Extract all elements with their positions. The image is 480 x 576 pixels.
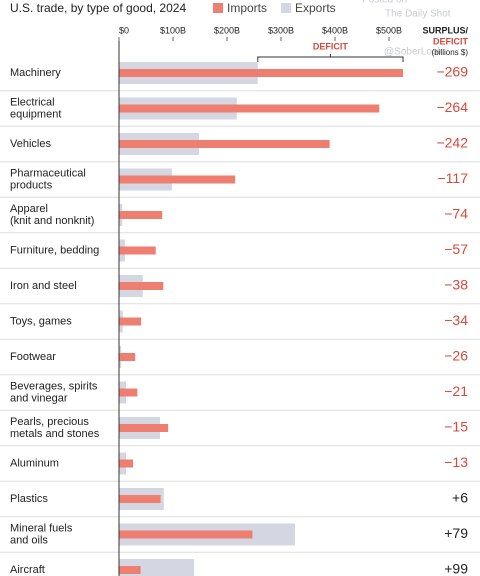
x-tick-label: $300B: [268, 25, 294, 35]
category-line: Mineral fuels: [10, 522, 73, 534]
category-label: Beverages, spirits and vinegar: [10, 380, 98, 404]
import-bar: [119, 282, 164, 290]
import-bar: [119, 104, 380, 113]
chart-title: U.S. trade, by type of good, 2024: [10, 1, 186, 15]
category-line: Plastics: [10, 493, 48, 505]
category-label: Aircraft: [10, 564, 45, 576]
balance-label: −74: [444, 206, 468, 222]
category-label: Plastics: [10, 493, 48, 505]
category-line: Pharmaceutical: [10, 167, 86, 179]
import-bar: [119, 140, 330, 148]
category-line: Furniture, bedding: [10, 244, 99, 256]
import-bar: [119, 530, 253, 539]
category-line: and vinegar: [10, 392, 68, 404]
import-bar: [119, 459, 134, 468]
category-label: Electrical equipment: [10, 96, 61, 120]
balance-label: −15: [444, 419, 468, 435]
category-line: Iron and steel: [10, 280, 77, 292]
category-label: Iron and steel: [10, 280, 77, 292]
balance-label: +99: [444, 561, 468, 576]
balance-label: −38: [444, 277, 468, 293]
category-line: (knit and nonknit): [10, 215, 94, 227]
watermark: @SoberLook: [384, 47, 444, 58]
category-label: Aluminum: [10, 457, 59, 469]
category-line: Aircraft: [10, 564, 45, 576]
category-label: Pearls, precious metals and stones: [10, 416, 100, 440]
category-line: Vehicles: [10, 138, 51, 150]
category-label: Toys, games: [10, 315, 72, 327]
legend-label: Imports: [227, 1, 267, 15]
category-label: Vehicles: [10, 138, 51, 150]
category-line: Pearls, precious: [10, 416, 89, 428]
balance-label: −117: [438, 170, 469, 186]
deficit-bracket: [257, 54, 404, 62]
category-line: Apparel: [10, 203, 48, 215]
value-header: DEFICIT: [433, 36, 469, 46]
value-header: SURPLUS/: [422, 25, 468, 35]
balance-label: −264: [436, 99, 468, 115]
category-label: Mineral fuels and oils: [10, 522, 73, 546]
category-line: and oils: [10, 534, 48, 546]
import-bar: [119, 388, 138, 397]
category-label: Furniture, bedding: [10, 244, 99, 256]
import-bar: [119, 566, 141, 574]
category-line: Footwear: [10, 351, 56, 363]
category-line: Toys, games: [10, 315, 72, 327]
category-line: Machinery: [10, 67, 61, 79]
legend-swatch: [213, 3, 223, 13]
balance-label: −242: [436, 135, 468, 151]
legend-label: Exports: [295, 1, 336, 15]
balance-label: −13: [444, 454, 468, 470]
category-line: Electrical: [10, 96, 55, 108]
import-bar: [119, 424, 169, 432]
import-bar: [119, 246, 156, 255]
x-tick-label: $500B: [376, 25, 402, 35]
category-label: Apparel (knit and nonknit): [10, 203, 94, 227]
category-label: Machinery: [10, 67, 61, 79]
category-line: products: [10, 179, 53, 191]
import-bar: [119, 317, 142, 326]
import-bar: [119, 175, 236, 184]
category-label: Pharmaceutical products: [10, 167, 86, 191]
x-tick-label: $100B: [160, 25, 186, 35]
category-line: Beverages, spirits: [10, 380, 98, 392]
value-header: (billions $): [432, 48, 469, 57]
watermark: Posted on: [362, 0, 407, 6]
watermark: The Daily Shot: [385, 9, 451, 20]
legend-swatch: [281, 3, 291, 13]
category-line: metals and stones: [10, 428, 100, 440]
import-bar: [119, 495, 161, 503]
balance-label: −57: [444, 241, 468, 257]
balance-label: −34: [444, 312, 468, 328]
category-line: equipment: [10, 108, 61, 120]
balance-label: +79: [444, 525, 468, 541]
import-bar: [119, 353, 136, 361]
balance-label: −21: [444, 383, 468, 399]
x-tick-label: $0: [119, 25, 129, 35]
balance-label: −269: [436, 64, 468, 80]
category-label: Footwear: [10, 351, 56, 363]
balance-label: +6: [452, 490, 468, 506]
balance-label: −26: [444, 348, 468, 364]
import-bar: [119, 211, 163, 219]
import-bar: [119, 69, 404, 77]
x-tick-label: $400B: [322, 25, 348, 35]
annotation: DEFICIT: [313, 41, 349, 51]
x-tick-label: $200B: [214, 25, 240, 35]
category-line: Aluminum: [10, 457, 59, 469]
